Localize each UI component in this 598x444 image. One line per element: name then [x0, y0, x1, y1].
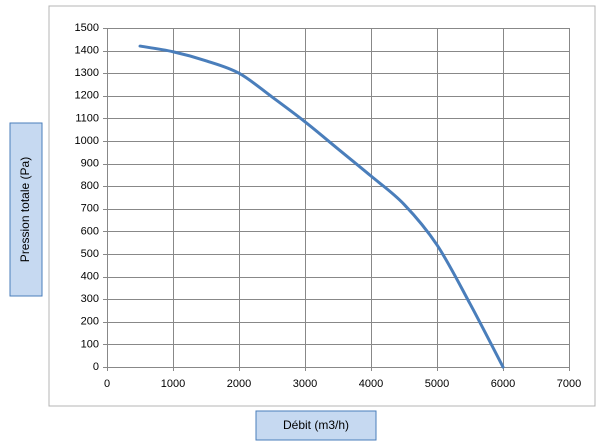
y-tick-label: 1200 — [75, 90, 99, 102]
x-tick-label: 5000 — [425, 378, 449, 390]
grid — [103, 28, 570, 371]
y-tick-label: 500 — [81, 248, 99, 260]
y-axis-title: Pression totale (Pa) — [18, 157, 32, 262]
y-tick-label: 1300 — [75, 67, 99, 79]
x-tick-label: 7000 — [557, 378, 581, 390]
x-tick-label: 0 — [104, 378, 110, 390]
x-axis-title-box-bg — [255, 410, 377, 441]
y-tick-label: 300 — [81, 293, 99, 305]
y-tick-label: 800 — [81, 180, 99, 192]
x-tick-label: 1000 — [161, 378, 185, 390]
y-tick-label: 900 — [81, 158, 99, 170]
y-tick-label: 1100 — [75, 112, 99, 124]
y-tick-label: 1000 — [75, 135, 99, 147]
series-line — [138, 44, 505, 369]
y-axis-title-box-bg — [9, 122, 43, 297]
y-tick-label: 200 — [81, 316, 99, 328]
x-axis-title: Débit (m3/h) — [283, 418, 349, 432]
x-tick-label: 4000 — [359, 378, 383, 390]
x-axis-title-box: Débit (m3/h) — [255, 410, 377, 441]
y-tick-label: 700 — [81, 203, 99, 215]
y-tick-labels: 0 100 200 300 400 500 600 700 800 900 1000 1100 1200… — [75, 22, 99, 373]
chart-area-frame — [48, 5, 596, 407]
x-tick-label: 3000 — [293, 378, 317, 390]
y-tick-label: 600 — [81, 225, 99, 237]
x-tick-labels: 0 1000 2000 3000 4000 5000 6000 7000 — [104, 378, 581, 390]
x-tick-label: 2000 — [227, 378, 251, 390]
x-tick-label: 6000 — [491, 378, 515, 390]
y-axis-title-box: Pression totale (Pa) — [9, 122, 43, 297]
y-tick-label: 1400 — [75, 45, 99, 57]
y-tick-label: 100 — [81, 338, 99, 350]
y-tick-label: 0 — [93, 361, 99, 373]
y-tick-label: 1500 — [75, 22, 99, 34]
y-tick-label: 400 — [81, 271, 99, 283]
series-layer — [138, 44, 505, 369]
